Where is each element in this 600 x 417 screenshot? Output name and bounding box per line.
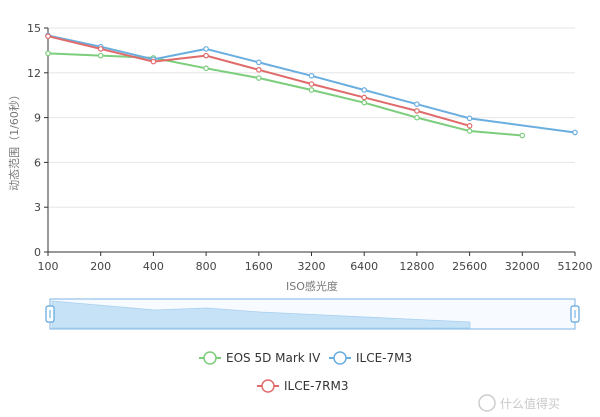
x-tick-label-51200: 51200 <box>558 260 593 273</box>
series-1-point-3200[interactable] <box>308 72 315 79</box>
series-1-point-12800[interactable] <box>414 101 420 107</box>
legend-marker-1 <box>333 351 347 365</box>
series-2-point-800[interactable] <box>203 52 209 59</box>
series-1-point-6400[interactable] <box>361 87 368 93</box>
grid <box>48 27 575 208</box>
legend-marker-2 <box>261 379 275 393</box>
x-tick-label-1600: 1600 <box>245 260 273 273</box>
y-tick-label-12: 12 <box>27 67 41 80</box>
y-tick-label-15: 15 <box>27 22 41 35</box>
series-1-point-800[interactable] <box>203 46 209 52</box>
x-tick-label-12800: 12800 <box>399 260 434 273</box>
data-zoom-slider[interactable] <box>45 298 580 330</box>
series-2-point-100[interactable] <box>45 33 51 40</box>
watermark-logo-icon <box>478 394 496 412</box>
x-axis-title: ISO感光度 <box>286 279 338 293</box>
y-tick-label-0: 0 <box>34 246 41 259</box>
x-tick-label-32000: 32000 <box>505 260 540 273</box>
series-0-point-32000[interactable] <box>519 132 526 139</box>
watermark: 什么值得买 <box>478 394 560 412</box>
series-2-point-3200[interactable] <box>308 81 315 87</box>
series-0-point-800[interactable] <box>203 65 209 72</box>
legend-label-2: ILCE-7RM3 <box>284 379 348 393</box>
series-0-point-25600[interactable] <box>466 128 473 134</box>
y-axis-title: 动态范围（1/60秒） <box>7 89 21 191</box>
x-tick-label-800: 800 <box>196 260 217 273</box>
legend-item-2[interactable]: ILCE-7RM3 <box>257 379 348 393</box>
series-2-point-200[interactable] <box>97 46 104 52</box>
x-tick-label-200: 200 <box>90 260 111 273</box>
series-0-point-200[interactable] <box>97 52 104 59</box>
series-0-point-12800[interactable] <box>414 114 420 121</box>
series-0-point-6400[interactable] <box>361 99 368 106</box>
legend-item-1[interactable]: ILCE-7M3 <box>329 351 412 365</box>
series-2-point-25600[interactable] <box>466 123 473 129</box>
y-tick-label-6: 6 <box>34 156 41 169</box>
legend-label-0: EOS 5D Mark IV <box>226 351 321 365</box>
series-2-point-1600[interactable] <box>255 67 262 73</box>
series-line-0 <box>47 52 523 137</box>
series-2-point-6400[interactable] <box>361 94 368 101</box>
series-line-1 <box>47 34 576 134</box>
x-tick-label-25600: 25600 <box>452 260 487 273</box>
zoom-preview-area <box>51 300 471 329</box>
legend-item-0[interactable]: EOS 5D Mark IV <box>199 351 321 365</box>
legend: EOS 5D Mark IV ILCE-7M3 ILCE-7RM3 <box>199 351 412 393</box>
watermark-text: 什么值得买 <box>500 396 560 411</box>
x-axis: 100 200 400 800 1600 3200 6400 12800 25600 32000 5… <box>38 252 593 273</box>
x-tick-label-100: 100 <box>38 260 59 273</box>
legend-marker-0 <box>203 351 217 365</box>
series-2-point-400[interactable] <box>150 58 157 65</box>
x-tick-label-3200: 3200 <box>298 260 326 273</box>
y-tick-label-9: 9 <box>34 112 41 125</box>
series-0-point-3200[interactable] <box>308 87 315 93</box>
series-0-point-100[interactable] <box>45 50 51 57</box>
x-tick-label-6400: 6400 <box>350 260 378 273</box>
series-1-point-1600[interactable] <box>255 59 262 66</box>
y-tick-label-3: 3 <box>34 201 41 214</box>
series-layer <box>45 32 578 139</box>
series-1-point-25600[interactable] <box>466 115 473 122</box>
series-0-point-1600[interactable] <box>255 75 262 81</box>
series-2-point-12800[interactable] <box>414 108 420 114</box>
y-axis: 0 3 6 9 12 15 <box>27 22 48 259</box>
series-1-point-51200[interactable] <box>572 129 578 136</box>
legend-label-1: ILCE-7M3 <box>356 351 412 365</box>
x-tick-label-400: 400 <box>143 260 164 273</box>
